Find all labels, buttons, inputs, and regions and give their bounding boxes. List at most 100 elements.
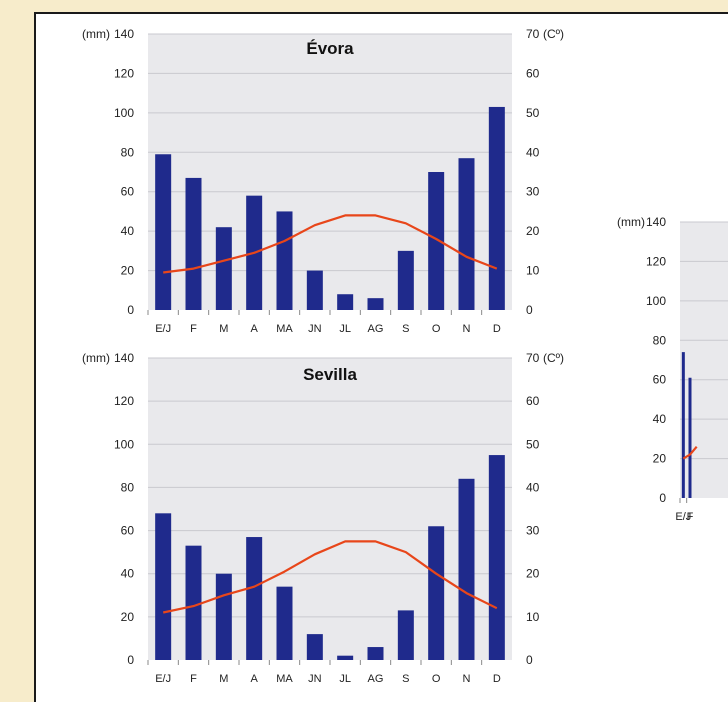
chart-2-xtick-label: M — [219, 673, 228, 685]
chart-2-xtick-label: JL — [339, 673, 351, 685]
chart-1-xtick-label: D — [493, 323, 501, 335]
chart-1-ytick-left: 120 — [114, 66, 134, 80]
chart-3-xtick-label: F — [687, 511, 694, 523]
chart-1-bar — [215, 227, 232, 310]
chart-1-ytick-left: 40 — [121, 224, 135, 238]
chart-2-bar — [155, 513, 172, 660]
chart-1-ylabel-left: (mm) — [82, 27, 110, 41]
chart-1-ytick-right: 60 — [526, 66, 540, 80]
chart-1-xtick-label: F — [190, 323, 197, 335]
chart-1-xtick-label: MA — [276, 323, 293, 335]
chart-1-xtick-label: A — [250, 323, 258, 335]
chart-1-bar — [397, 250, 414, 310]
chart-1-temperature-line — [163, 214, 498, 274]
chart-2-ytick-right: 10 — [526, 610, 540, 624]
chart-1-ytick-right: 40 — [526, 145, 540, 159]
chart-2-bar — [397, 610, 414, 660]
chart-2-ylabel-left: (mm) — [82, 351, 110, 365]
chart-3-ytick-left: 0 — [659, 491, 666, 505]
chart-1-bar — [155, 154, 172, 310]
chart-1-bar — [276, 211, 293, 310]
chart-3-temperature-line — [682, 445, 698, 460]
chart-3-xtick-label: E/J — [675, 511, 691, 523]
chart-1-ytick-right: 20 — [526, 224, 540, 238]
chart-1-bar — [337, 294, 354, 310]
chart-2-xtick-label: O — [432, 673, 441, 685]
chart-1-ylabel-right: (Cº) — [543, 27, 564, 41]
chart-1-xtick-label: N — [463, 323, 471, 335]
chart-1-ytick-left: 0 — [127, 303, 134, 317]
chart-2-ytick-right: 20 — [526, 567, 540, 581]
chart-1-bar — [185, 177, 202, 310]
chart-1-ytick-left: 100 — [114, 106, 134, 120]
chart-3-bar — [688, 377, 692, 498]
chart-2-plot-area — [148, 358, 512, 660]
chart-1-xtick-label: AG — [368, 323, 384, 335]
chart-2-ytick-right: 30 — [526, 524, 540, 538]
chart-3-ytick-left: 20 — [653, 452, 667, 466]
chart-1-ytick-right: 0 — [526, 303, 533, 317]
chart-2-ytick-left: 40 — [121, 567, 135, 581]
chart-2-ytick-right: 70 — [526, 351, 540, 365]
chart-2-xtick-label: S — [402, 673, 409, 685]
chart-2-xtick-label: D — [493, 673, 501, 685]
chart-2-ytick-left: 140 — [114, 351, 134, 365]
chart-2-bar — [458, 478, 475, 660]
chart-2-xtick-label: A — [250, 673, 258, 685]
chart-1-ytick-right: 70 — [526, 27, 540, 41]
chart-1-bar — [428, 172, 445, 310]
chart-2-ytick-right: 60 — [526, 394, 540, 408]
chart-2-xtick-label: AG — [368, 673, 384, 685]
chart-2-ylabel-right: (Cº) — [543, 351, 564, 365]
chart-2-xtick-label: F — [190, 673, 197, 685]
chart-1-xtick-label: JN — [308, 323, 322, 335]
chart-1-ytick-right: 50 — [526, 106, 540, 120]
chart-1-ytick-left: 80 — [121, 145, 135, 159]
chart-2-ytick-left: 120 — [114, 394, 134, 408]
chart-2-bar — [428, 526, 445, 660]
chart-3-plot-area — [680, 222, 728, 498]
chart-1-xtick-label: JL — [339, 323, 351, 335]
chart-2-title: Sevilla — [303, 365, 357, 384]
chart-2-xtick-label: N — [463, 673, 471, 685]
chart-2-bar — [215, 573, 232, 660]
chart-2-ytick-left: 20 — [121, 610, 135, 624]
chart-1-bar — [306, 270, 323, 310]
chart-3-ytick-left: 80 — [653, 333, 667, 347]
chart-2-bar — [185, 545, 202, 660]
chart-3-ytick-left: 100 — [646, 294, 666, 308]
chart-2-ytick-right: 0 — [526, 653, 533, 667]
chart-1-ytick-right: 30 — [526, 185, 540, 199]
chart-2-ytick-left: 100 — [114, 437, 134, 451]
chart-1-bar — [367, 298, 384, 310]
chart-1-xtick-label: O — [432, 323, 441, 335]
chart-1-title: Évora — [306, 39, 354, 58]
chart-2-bar — [367, 647, 384, 660]
chart-3-ytick-left: 60 — [653, 373, 667, 387]
chart-3-ytick-left: 140 — [646, 215, 666, 229]
chart-1-ytick-left: 60 — [121, 185, 135, 199]
chart-2-ytick-left: 80 — [121, 480, 135, 494]
chart-2-temperature-line — [162, 540, 498, 614]
chart-1-xtick-label: E/J — [155, 323, 171, 335]
chart-2-ytick-left: 0 — [127, 653, 134, 667]
chart-2-ytick-right: 50 — [526, 437, 540, 451]
chart-2-xtick-label: E/J — [155, 673, 171, 685]
chart-2-xtick-label: MA — [276, 673, 293, 685]
chart-1-ytick-left: 140 — [114, 27, 134, 41]
chart-2-ytick-left: 60 — [121, 524, 135, 538]
chart-2-bar — [337, 655, 354, 660]
chart-1-bar — [458, 158, 475, 310]
chart-3-ylabel-left: (mm) — [617, 215, 645, 229]
chart-2-ytick-right: 40 — [526, 480, 540, 494]
chart-2-bar — [488, 455, 505, 660]
chart-1-xtick-label: S — [402, 323, 409, 335]
chart-1-xtick-label: M — [219, 323, 228, 335]
chart-2-xtick-label: JN — [308, 673, 322, 685]
chart-1-ytick-right: 10 — [526, 264, 540, 278]
chart-1-bar — [488, 106, 505, 310]
chart-3-ytick-left: 120 — [646, 254, 666, 268]
chart-2-bar — [276, 586, 293, 660]
